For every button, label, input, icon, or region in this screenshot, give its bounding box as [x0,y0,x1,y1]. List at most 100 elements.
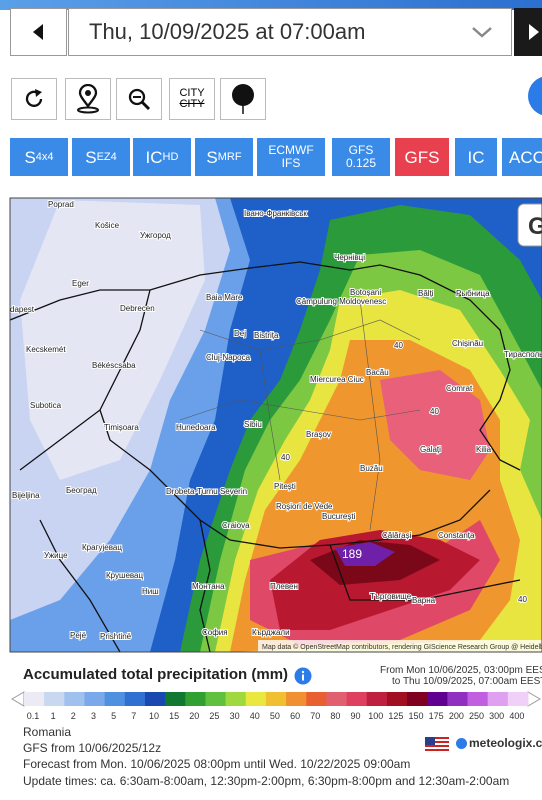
map-label: Івано-Франківськ [244,209,307,218]
map: G Map data © OpenStreetMap contributors,… [10,198,542,652]
updates: Update times: ca. 6:30am-8:00am, 12:30pm… [23,774,510,788]
model-second: 0.125 [345,156,377,170]
forecast: Forecast from Mon. 10/06/2025 08:00pm un… [23,757,411,771]
map-label: Pejë [70,631,87,640]
location-button[interactable] [65,78,111,120]
map-label: Debrecen [120,304,155,313]
model-button[interactable]: IC HD [133,138,191,176]
map-label: Dej [234,329,246,338]
scale-swatch [64,692,85,706]
zoom-icon [128,88,151,111]
map-label: Bacău [366,368,389,377]
model-button[interactable]: S MRF [195,138,253,176]
model-name: ECMWF [268,143,314,157]
city-button[interactable]: CITY CITY [169,78,215,120]
scale-label: 15 [169,711,179,721]
scale-swatch [427,692,448,706]
map-label: Bistrița [254,331,279,340]
brand: meteologix.com [456,736,542,750]
map-label: Drobeta-Turnu Severin [166,487,247,496]
model-button[interactable]: GFS [395,138,449,176]
model-sub: 4x4 [35,150,54,163]
scale-swatch [467,692,489,706]
map-label: Ниш [142,587,159,596]
scale-label: 125 [388,711,403,721]
scale-label: 5 [111,711,116,721]
map-label: Constanța [438,531,475,540]
pin-icon [232,84,254,114]
area [380,370,490,480]
map-label: Hunedoara [176,423,216,432]
model-name: IC [145,147,163,167]
map-label: Brașov [306,430,331,439]
scale-label: 2 [71,711,76,721]
map-label: Câmpulung Moldovenesc [296,297,386,306]
map-label: Békéscsaba [92,361,136,370]
map-label: Kilia [476,445,492,454]
model-sub: HD [162,150,179,163]
map-label: Miercurea Ciuc [310,375,364,384]
map-frame [9,197,542,653]
scale-label: 30 [230,711,240,721]
borders [10,261,521,652]
scale-swatch [205,692,227,706]
scale-swatch [245,692,267,706]
scale-swatch [104,692,126,706]
map-label: Ужице [44,551,68,560]
info-icon[interactable] [294,667,312,685]
scale-swatch [225,692,247,706]
map-label: Poprad [48,200,74,209]
model-second: IFS [281,156,301,170]
model-name: ACC [509,147,542,167]
model-button[interactable]: S 4x4 [10,138,68,176]
model-button[interactable]: ACC [502,138,542,176]
region: Romania [23,725,72,739]
map-corner-button[interactable] [517,203,542,247]
scale-label: 7 [131,711,136,721]
model-button[interactable]: GFS 0.125 [332,138,390,176]
next-icon [529,24,539,40]
map-label: Тирасполь [504,350,542,359]
map-label: Košice [95,221,120,230]
scale-swatch [286,692,307,706]
scale-label: 90 [351,711,361,721]
prev-icon [32,24,43,40]
model-button[interactable]: IC [455,138,497,176]
location-icon [77,84,99,114]
map-label: Bălți [418,289,434,298]
map-label: București [322,512,356,521]
map-label: Călărași [382,531,412,540]
model-name: S [24,147,36,167]
scale-label: 250 [469,711,484,721]
date-select[interactable]: Thu, 10/09/2025 at 07:00am [68,8,512,56]
map-label: 40 [518,595,527,604]
scale-swatch [265,692,287,706]
model-sub: MRF [217,150,242,163]
model-button[interactable]: ECMWF IFS [257,138,325,176]
round-button[interactable] [528,76,542,116]
refresh-button[interactable] [11,78,57,120]
map-label: Bijeljina [12,491,40,500]
scale-arrow-left [11,691,25,707]
scale-label: 70 [310,711,320,721]
model-name: IC [467,147,485,167]
scale-swatch [124,692,146,706]
scale-swatch [487,692,509,706]
model-name: S [85,147,97,167]
pin-button[interactable] [220,78,266,120]
next-button[interactable] [514,8,542,56]
scale-label: 20 [189,711,199,721]
map-label: Buzău [360,464,383,473]
scale-label: 200 [449,711,464,721]
map-label: 40 [281,453,290,462]
map-label: Чернівці [334,253,365,262]
city-strike-label: CITY [179,98,205,110]
zoom-button[interactable] [116,78,162,120]
map-label: София [202,628,228,637]
scale-swatch [407,692,428,706]
map-label: Београд [66,486,97,495]
prev-button[interactable] [10,8,67,56]
model-button[interactable]: S EZ4 [72,138,130,176]
scale-label: 300 [489,711,504,721]
